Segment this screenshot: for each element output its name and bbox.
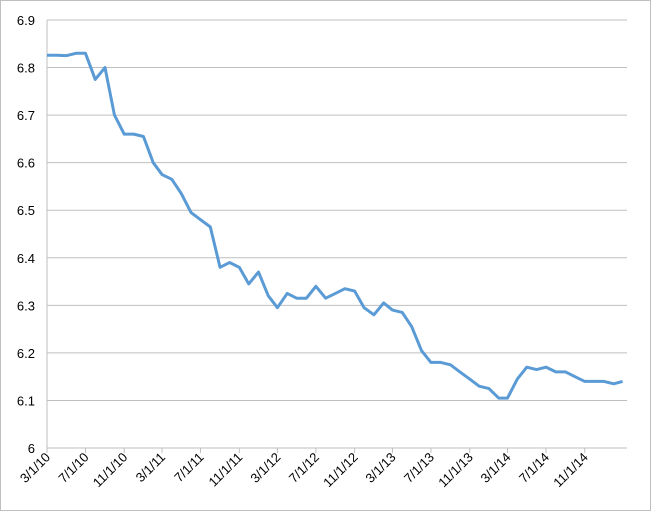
y-tick-label: 6.6 (17, 156, 35, 171)
y-tick-label: 6.9 (17, 13, 35, 28)
y-tick-label: 6.1 (17, 393, 35, 408)
y-tick-label: 6.8 (17, 61, 35, 76)
y-tick-label: 6.2 (17, 346, 35, 361)
y-tick-label: 6.7 (17, 108, 35, 123)
data-line (47, 51, 623, 400)
y-tick-label: 6.5 (17, 203, 35, 218)
y-tick-label: 6.3 (17, 298, 35, 313)
y-tick-label: 6.4 (17, 251, 35, 266)
y-tick-label: 6 (28, 441, 35, 456)
